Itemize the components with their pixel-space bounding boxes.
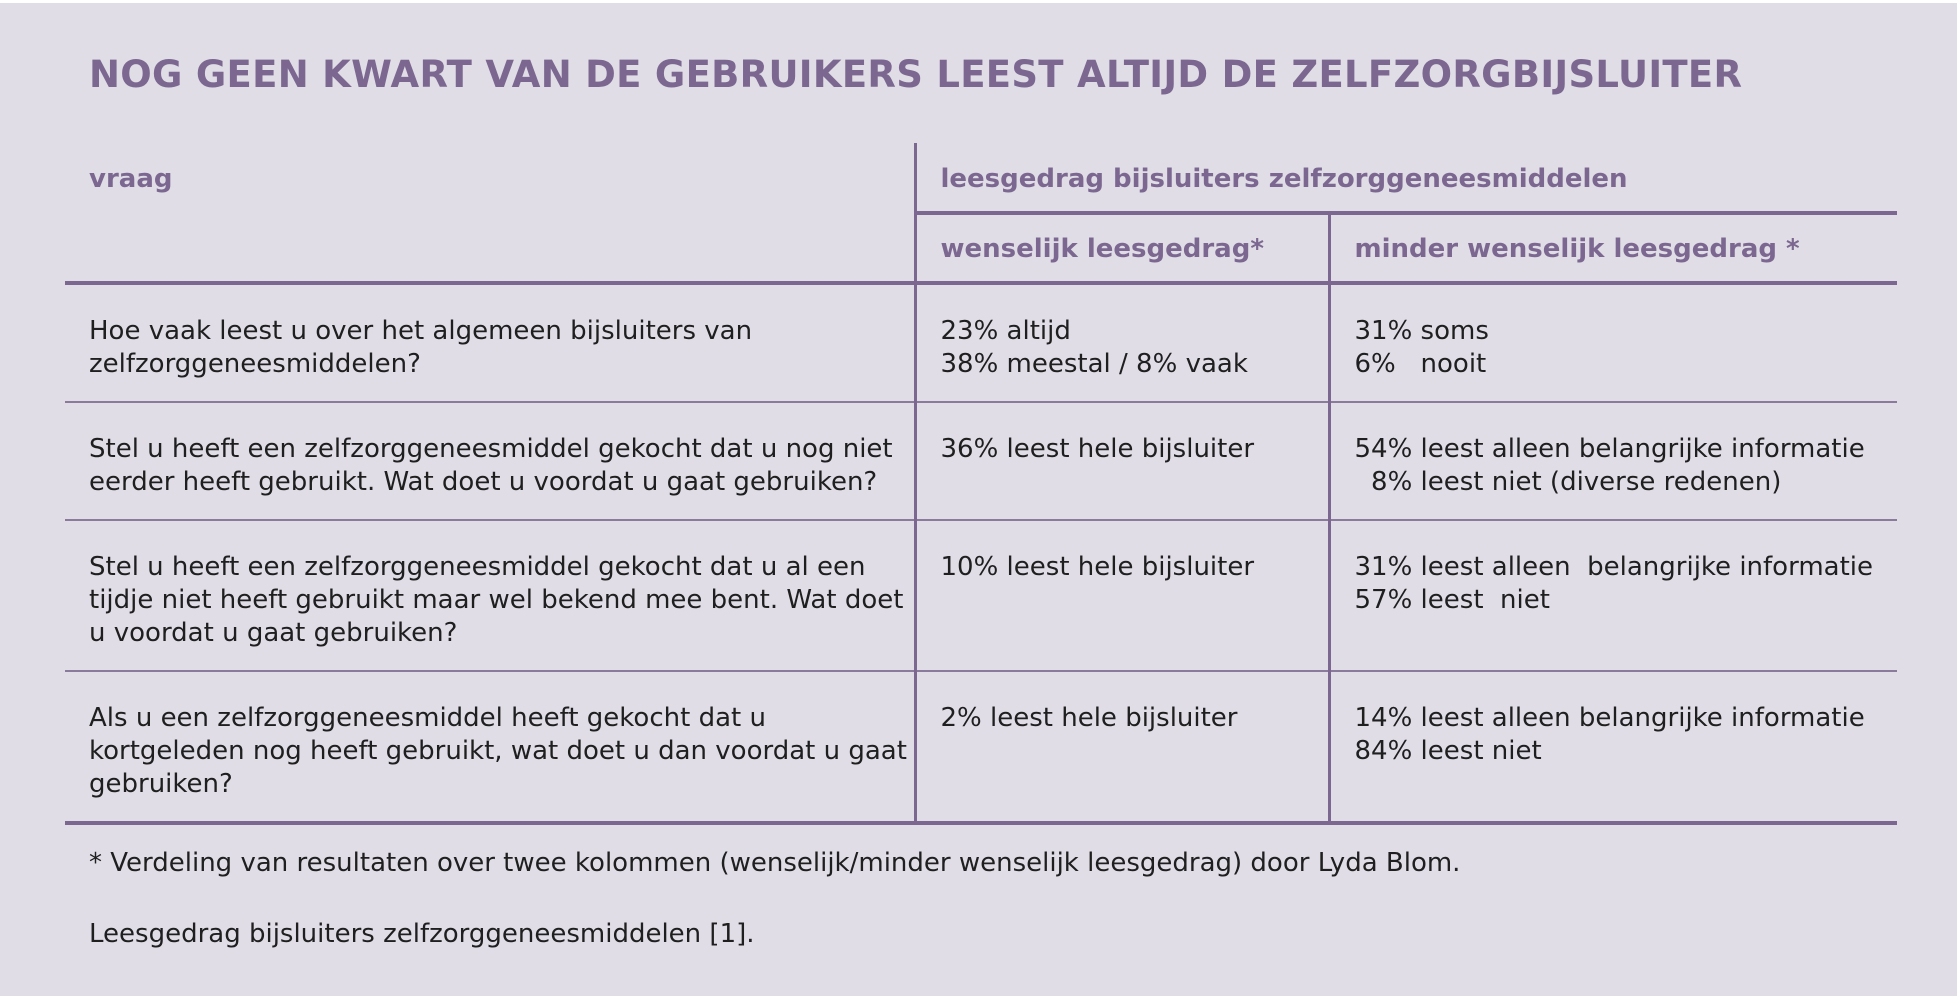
source-caption: Leesgedrag bijsluiters zelfzorggeneesmid… — [89, 919, 755, 949]
cell-line: 8% leest niet (diverse redenen) — [1354, 467, 1782, 497]
row-wenselijk: 10% leest hele bijsluiter — [913, 520, 1329, 672]
page-title: NOG GEEN KWART VAN DE GEBRUIKERS LEEST A… — [89, 53, 1743, 96]
infographic-panel: NOG GEEN KWART VAN DE GEBRUIKERS LEEST A… — [0, 3, 1957, 996]
row-minder-wenselijk: 14% leest alleen belangrijke informatie … — [1327, 671, 1898, 825]
footnote: * Verdeling van resultaten over twee kol… — [89, 848, 1461, 878]
header-group: leesgedrag bijsluiters zelfzorggeneesmid… — [913, 143, 1898, 215]
cell-line: 36% leest hele bijsluiter — [940, 434, 1255, 464]
row-question: Hoe vaak leest u over het algemeen bijsl… — [65, 283, 915, 403]
row-question: Stel u heeft een zelfzorggeneesmiddel ge… — [65, 402, 915, 521]
row-minder-wenselijk: 31% soms 6% nooit — [1327, 283, 1898, 403]
cell-line: 10% leest hele bijsluiter — [940, 552, 1255, 582]
cell-line: 23% altijd — [940, 316, 1071, 346]
cell-line: 31% soms — [1354, 316, 1489, 346]
table-row: Als u een zelfzorggeneesmiddel heeft gek… — [65, 671, 1898, 825]
cell-line: 54% leest alleen belangrijke informatie — [1354, 434, 1865, 464]
cell-line: 57% leest niet — [1354, 585, 1550, 615]
row-wenselijk: 23% altijd 38% meestal / 8% vaak — [913, 283, 1329, 403]
header-minder-wenselijk: minder wenselijk leesgedrag * — [1327, 213, 1898, 285]
cell-line: 38% meestal / 8% vaak — [940, 349, 1248, 379]
row-question: Stel u heeft een zelfzorggeneesmiddel ge… — [65, 520, 915, 672]
cell-line: 84% leest niet — [1354, 736, 1542, 766]
header-wenselijk: wenselijk leesgedrag* — [913, 213, 1329, 285]
cell-line: 6% nooit — [1354, 349, 1487, 379]
row-question: Als u een zelfzorggeneesmiddel heeft gek… — [65, 671, 915, 825]
cell-line: 14% leest alleen belangrijke informatie — [1354, 703, 1865, 733]
row-minder-wenselijk: 31% leest alleen belangrijke informatie … — [1327, 520, 1898, 672]
table-row: Stel u heeft een zelfzorggeneesmiddel ge… — [65, 402, 1898, 521]
header-vraag: vraag — [65, 143, 915, 285]
row-wenselijk: 2% leest hele bijsluiter — [913, 671, 1329, 825]
table-row: Hoe vaak leest u over het algemeen bijsl… — [65, 283, 1898, 403]
reading-behaviour-table: vraag leesgedrag bijsluiters zelfzorggen… — [65, 143, 1898, 825]
cell-line: 31% leest alleen belangrijke informatie — [1354, 552, 1874, 582]
table-row: Stel u heeft een zelfzorggeneesmiddel ge… — [65, 520, 1898, 672]
row-wenselijk: 36% leest hele bijsluiter — [913, 402, 1329, 521]
row-minder-wenselijk: 54% leest alleen belangrijke informatie … — [1327, 402, 1898, 521]
cell-line: 2% leest hele bijsluiter — [940, 703, 1238, 733]
